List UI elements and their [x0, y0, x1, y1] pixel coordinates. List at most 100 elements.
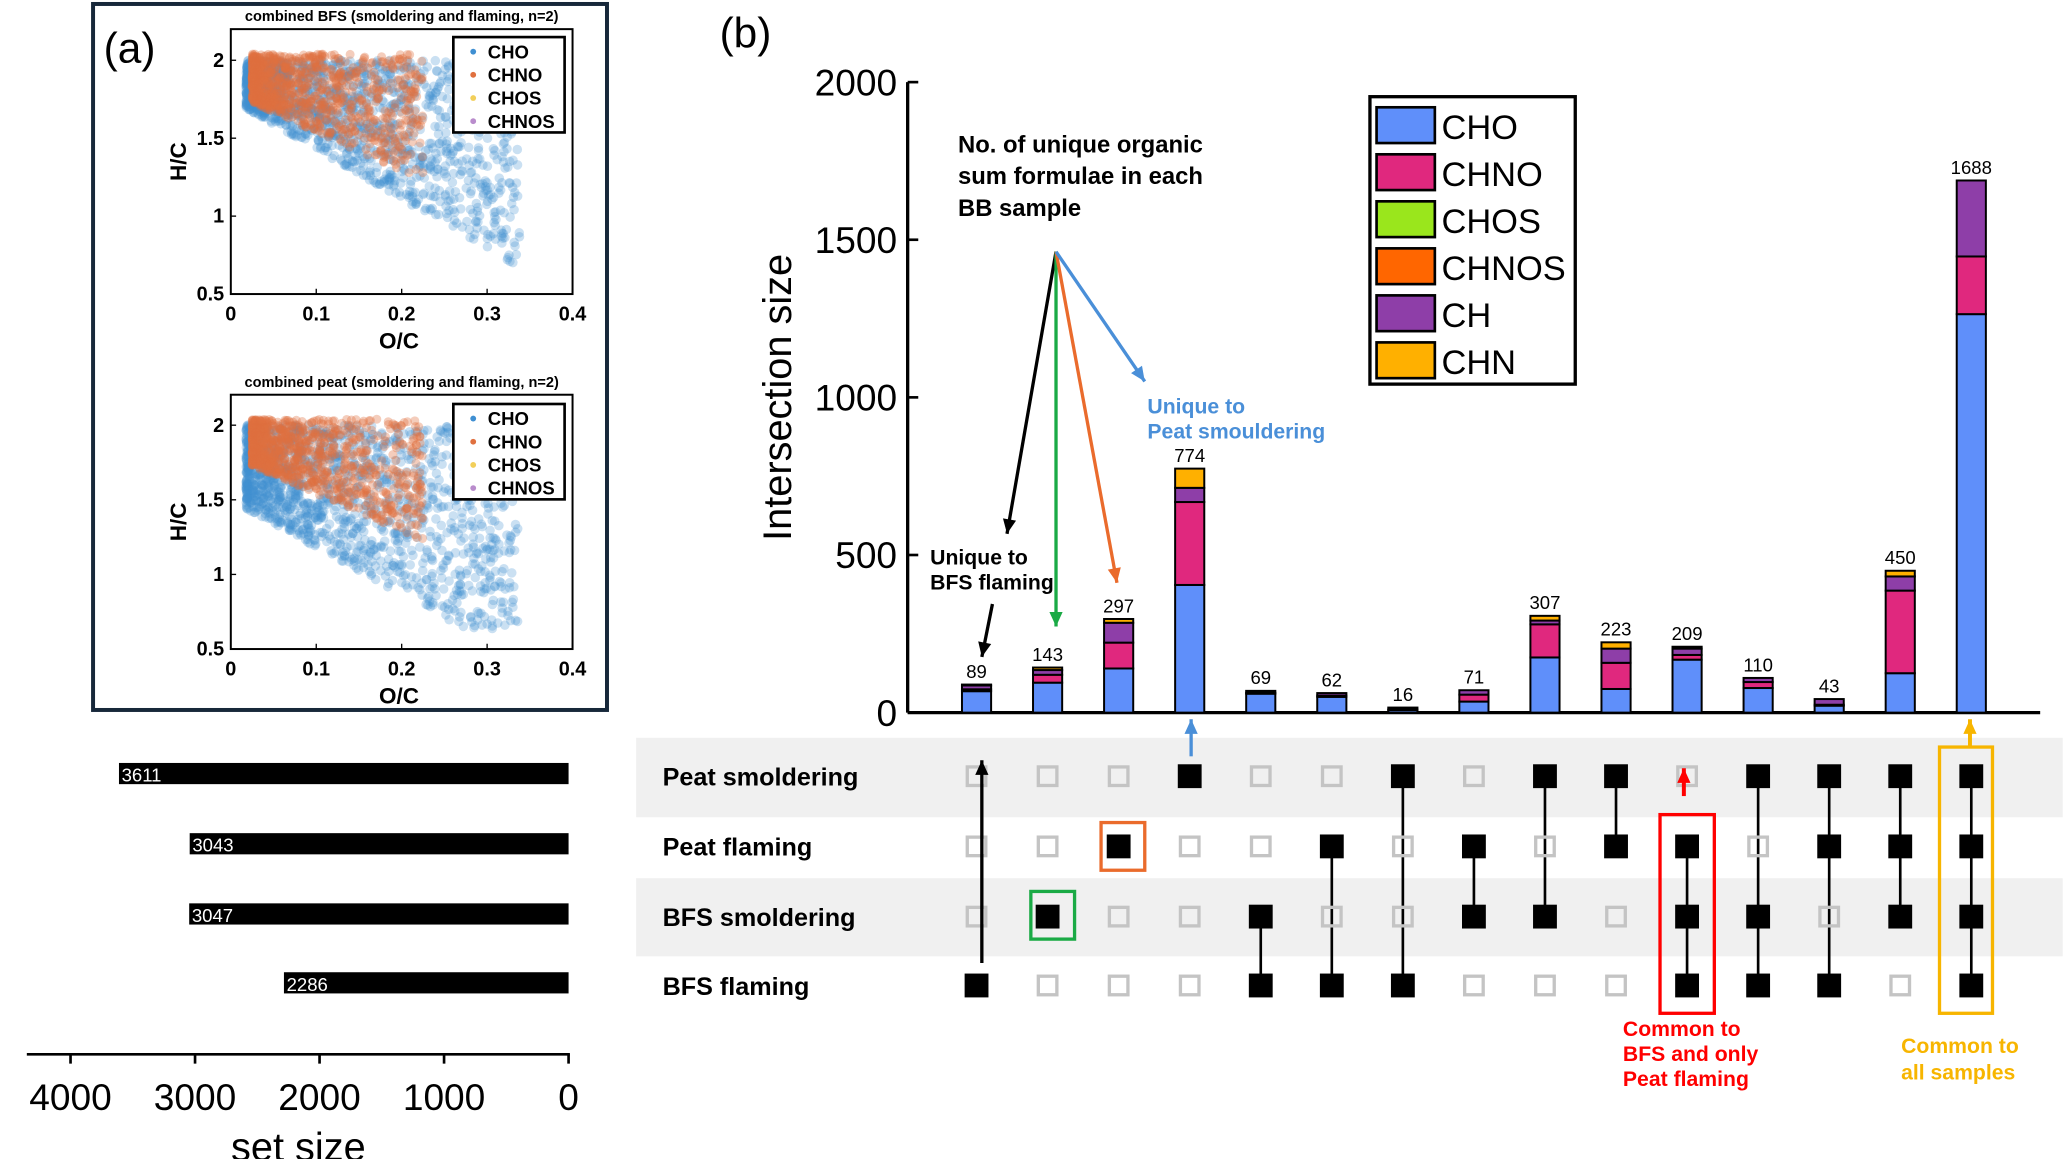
point-cho: [436, 76, 446, 87]
point-cho: [249, 66, 260, 76]
point-chno: [255, 75, 265, 85]
point-cho: [490, 234, 501, 244]
bar-segment-ch: [1884, 575, 1916, 592]
point-cho: [420, 205, 430, 216]
point-cho: [386, 101, 396, 111]
point-cho: [303, 79, 314, 90]
point-cho: [397, 149, 408, 159]
point-cho: [345, 65, 356, 76]
point-cho: [333, 119, 344, 130]
point-chno: [253, 95, 263, 105]
point-chno: [259, 423, 269, 433]
point-cho: [272, 59, 283, 70]
point-cho: [362, 119, 373, 129]
point-cho: [350, 92, 360, 102]
point-cho: [383, 578, 394, 589]
membership-dot-filled: [1604, 834, 1628, 859]
point-cho: [292, 123, 302, 134]
point-chno: [252, 86, 262, 96]
point-cho: [447, 148, 458, 159]
point-chno: [279, 51, 289, 61]
point-cho: [402, 129, 412, 140]
y-tick-label: 1: [213, 206, 224, 228]
point-cho: [378, 125, 389, 136]
point-cho: [375, 556, 386, 566]
point-chno: [390, 54, 400, 64]
legend-swatch-chnos: [1375, 247, 1437, 286]
point-cho: [417, 153, 428, 163]
point-cho: [511, 249, 522, 260]
point-cho: [375, 179, 385, 190]
point-cho: [424, 138, 435, 149]
point-cho: [258, 110, 268, 121]
bar-stack: 450: [1884, 547, 1916, 714]
point-chno: [369, 504, 379, 514]
point-cho: [488, 228, 499, 239]
bar-segment-cho: [1742, 687, 1774, 714]
point-cho: [334, 85, 345, 95]
point-cho: [419, 79, 429, 89]
point-cho: [307, 86, 318, 97]
point-cho: [274, 105, 284, 115]
point-cho: [249, 75, 260, 86]
point-cho: [428, 143, 438, 153]
point-chno: [360, 486, 370, 496]
point-cho: [312, 113, 323, 124]
bar-total-label: 1688: [1951, 157, 1992, 178]
point-cho: [358, 123, 368, 133]
legend-label: CHNOS: [488, 111, 555, 132]
point-cho: [257, 74, 268, 85]
point-chno: [287, 88, 297, 98]
point-chno: [368, 117, 378, 127]
point-cho: [287, 112, 297, 122]
point-chno: [316, 418, 326, 428]
point-cho: [385, 154, 396, 165]
point-cho: [299, 60, 309, 70]
point-cho: [267, 88, 277, 98]
point-cho: [361, 549, 371, 560]
point-cho: [385, 173, 395, 183]
point-chno: [259, 102, 269, 112]
point-cho: [242, 68, 253, 79]
point-cho: [444, 205, 454, 216]
point-chno: [285, 446, 295, 456]
point-chno: [247, 94, 257, 104]
point-cho: [415, 160, 425, 170]
point-cho: [260, 82, 270, 92]
point-cho: [418, 158, 428, 169]
point-chno: [263, 83, 273, 93]
set-size-tick-label: 3000: [154, 1076, 236, 1118]
point-cho: [427, 203, 438, 214]
point-chno: [341, 138, 351, 148]
point-chno: [254, 52, 264, 62]
point-cho: [418, 152, 428, 162]
point-cho: [396, 95, 406, 106]
point-chno: [310, 125, 320, 135]
point-chno: [335, 59, 345, 69]
point-cho: [285, 78, 296, 88]
point-chno: [357, 96, 367, 106]
point-cho: [443, 61, 454, 71]
point-cho: [342, 99, 352, 110]
point-cho: [344, 144, 355, 154]
point-cho: [245, 85, 255, 96]
point-cho: [276, 96, 287, 106]
point-cho: [251, 77, 262, 87]
point-cho: [448, 511, 459, 521]
point-cho: [242, 66, 253, 76]
point-cho: [381, 138, 391, 148]
point-cho: [449, 194, 459, 204]
point-cho: [303, 85, 313, 96]
point-cho: [407, 191, 418, 202]
point-cho: [294, 125, 305, 136]
point-cho: [394, 141, 404, 151]
point-cho: [411, 199, 421, 209]
point-cho: [360, 115, 371, 126]
point-cho: [474, 608, 484, 619]
point-cho: [321, 115, 331, 126]
point-cho: [432, 154, 443, 164]
point-cho: [322, 117, 333, 127]
point-chno: [361, 82, 372, 92]
point-chno: [409, 89, 419, 99]
point-cho: [292, 109, 303, 119]
